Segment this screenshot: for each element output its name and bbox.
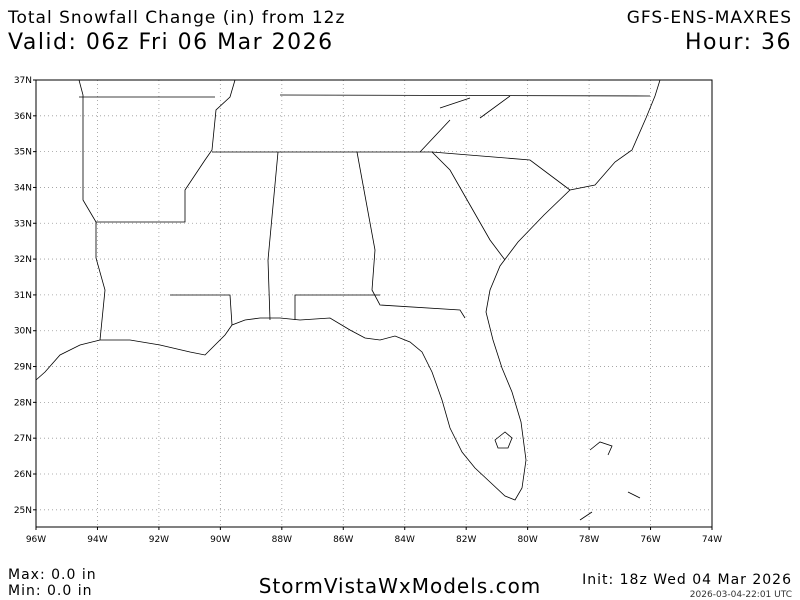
- lon-label: 92W: [149, 535, 169, 545]
- valid-time: Valid: 06z Fri 06 Mar 2026: [8, 30, 334, 55]
- lat-label: 33N: [14, 219, 32, 229]
- map-frame: [35, 79, 713, 528]
- lon-label: 74W: [702, 535, 722, 545]
- lon-label: 82W: [456, 535, 476, 545]
- coastline: [35, 79, 661, 501]
- lon-label: 86W: [333, 535, 353, 545]
- lat-label: 36N: [14, 112, 32, 122]
- lon-label: 78W: [579, 535, 599, 545]
- border: [279, 94, 651, 97]
- lon-label: 80W: [517, 535, 537, 545]
- border: [212, 151, 571, 191]
- island: [579, 441, 641, 521]
- lon-label: 96W: [26, 535, 46, 545]
- lon-label: 88W: [272, 535, 292, 545]
- lat-label: 27N: [14, 434, 32, 444]
- model-name: GFS-ENS-MAXRES: [627, 8, 792, 28]
- lat-label: 25N: [14, 506, 32, 516]
- lat-label: 37N: [14, 76, 32, 86]
- border: [419, 95, 511, 153]
- border: [96, 79, 236, 223]
- border: [294, 294, 380, 320]
- border: [267, 151, 279, 321]
- forecast-hour: Hour: 36: [685, 30, 792, 55]
- lat-label: 30N: [14, 327, 32, 337]
- grid: [33, 79, 713, 530]
- min-value: Min: 0.0 in: [8, 583, 93, 599]
- lon-label: 76W: [640, 535, 660, 545]
- timestamp: 2026-03-04-22:01 UTC: [690, 590, 792, 600]
- lake: [494, 431, 513, 449]
- boundaries: [35, 79, 661, 521]
- lat-label: 28N: [14, 398, 32, 408]
- lat-label: 32N: [14, 255, 32, 265]
- border: [431, 151, 506, 261]
- lon-label: 90W: [210, 535, 230, 545]
- lon-label: 84W: [395, 535, 415, 545]
- border: [356, 151, 466, 319]
- brand: StormVistaWxModels.com: [259, 574, 542, 598]
- border: [170, 294, 233, 326]
- lat-label: 26N: [14, 470, 32, 480]
- title: Total Snowfall Change (in) from 12z: [7, 8, 345, 28]
- lat-label: 31N: [14, 291, 32, 301]
- max-value: Max: 0.0 in: [8, 567, 97, 583]
- lat-label: 34N: [14, 183, 32, 193]
- init-time: Init: 18z Wed 04 Mar 2026: [582, 572, 792, 588]
- lon-label: 94W: [87, 535, 107, 545]
- border: [78, 79, 106, 341]
- lat-label: 29N: [14, 363, 32, 373]
- lat-label: 35N: [14, 148, 32, 158]
